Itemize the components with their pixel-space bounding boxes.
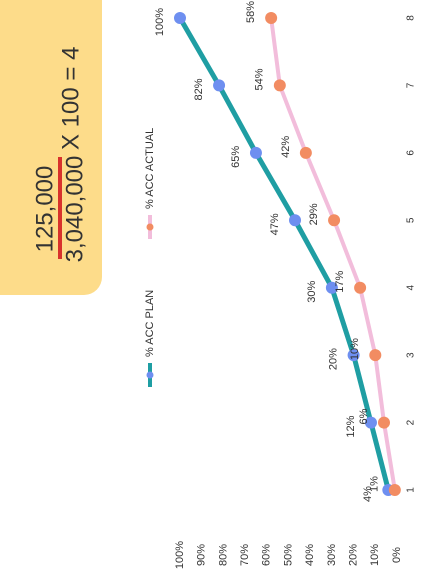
x-tick-label: 6: [406, 150, 417, 156]
y-tick-label: 10%: [369, 544, 381, 566]
legend-label: % ACC PLAN: [144, 290, 156, 357]
legend-marker: [146, 223, 154, 231]
data-label: 6%: [358, 408, 370, 424]
data-label: 12%: [345, 415, 357, 437]
y-tick-label: 30%: [326, 544, 338, 566]
y-tick-label: 20%: [348, 544, 360, 566]
y-tick-label: 40%: [304, 544, 316, 566]
data-label: 42%: [280, 136, 292, 158]
y-tick-label: 100%: [174, 541, 186, 569]
data-label: 20%: [328, 348, 340, 370]
y-tick-label: 0%: [391, 547, 403, 563]
marker: [347, 349, 360, 362]
series-line: [177, 15, 391, 493]
marker: [364, 416, 377, 429]
x-tick-label: 2: [406, 419, 417, 425]
legend-marker: [146, 371, 154, 379]
marker: [369, 349, 382, 362]
y-tick-label: 60%: [261, 544, 273, 566]
y-tick-label: 80%: [217, 544, 229, 566]
data-label: 54%: [254, 68, 266, 90]
marker: [388, 484, 401, 496]
data-label: 65%: [230, 146, 242, 168]
denominator: 3,040,000: [61, 156, 88, 263]
y-tick-label: 70%: [239, 544, 251, 566]
y-tick-label: 90%: [196, 544, 208, 566]
data-label: 58%: [245, 1, 257, 23]
marker: [213, 79, 226, 92]
formula-rest: X 100 = 4: [57, 47, 84, 150]
data-label: 17%: [334, 270, 346, 292]
data-label: 29%: [308, 203, 320, 225]
marker: [174, 12, 186, 24]
marker: [273, 79, 286, 92]
data-label: 10%: [349, 338, 361, 360]
data-label: 30%: [306, 280, 318, 302]
x-tick-label: 1: [406, 487, 417, 493]
marker: [299, 146, 312, 159]
series-line: [269, 16, 397, 492]
marker: [249, 146, 262, 159]
marker: [265, 12, 278, 24]
marker: [377, 416, 390, 429]
x-tick-label: 4: [406, 284, 417, 290]
x-tick-label: 3: [406, 352, 417, 358]
x-tick-label: 5: [406, 217, 417, 223]
marker: [328, 214, 341, 227]
rotated-chart: 125,000 3,040,000 X 100 = 4 0% 10% 20% 30% 4…: [0, 0, 417, 569]
data-label: 4%: [362, 486, 374, 502]
x-tick-label: 7: [406, 82, 417, 88]
data-label: 1%: [369, 476, 381, 492]
legend-label: % ACC ACTUAL: [144, 128, 156, 209]
marker: [325, 281, 338, 294]
numerator: 125,000: [31, 166, 58, 253]
marker: [354, 281, 367, 294]
data-label: 82%: [193, 78, 205, 100]
x-tick-label: 8: [406, 15, 417, 21]
data-label: 47%: [269, 213, 281, 235]
formula-box: [0, 0, 102, 295]
data-label: 100%: [154, 8, 166, 36]
marker: [289, 214, 302, 227]
y-tick-label: 50%: [282, 544, 294, 566]
